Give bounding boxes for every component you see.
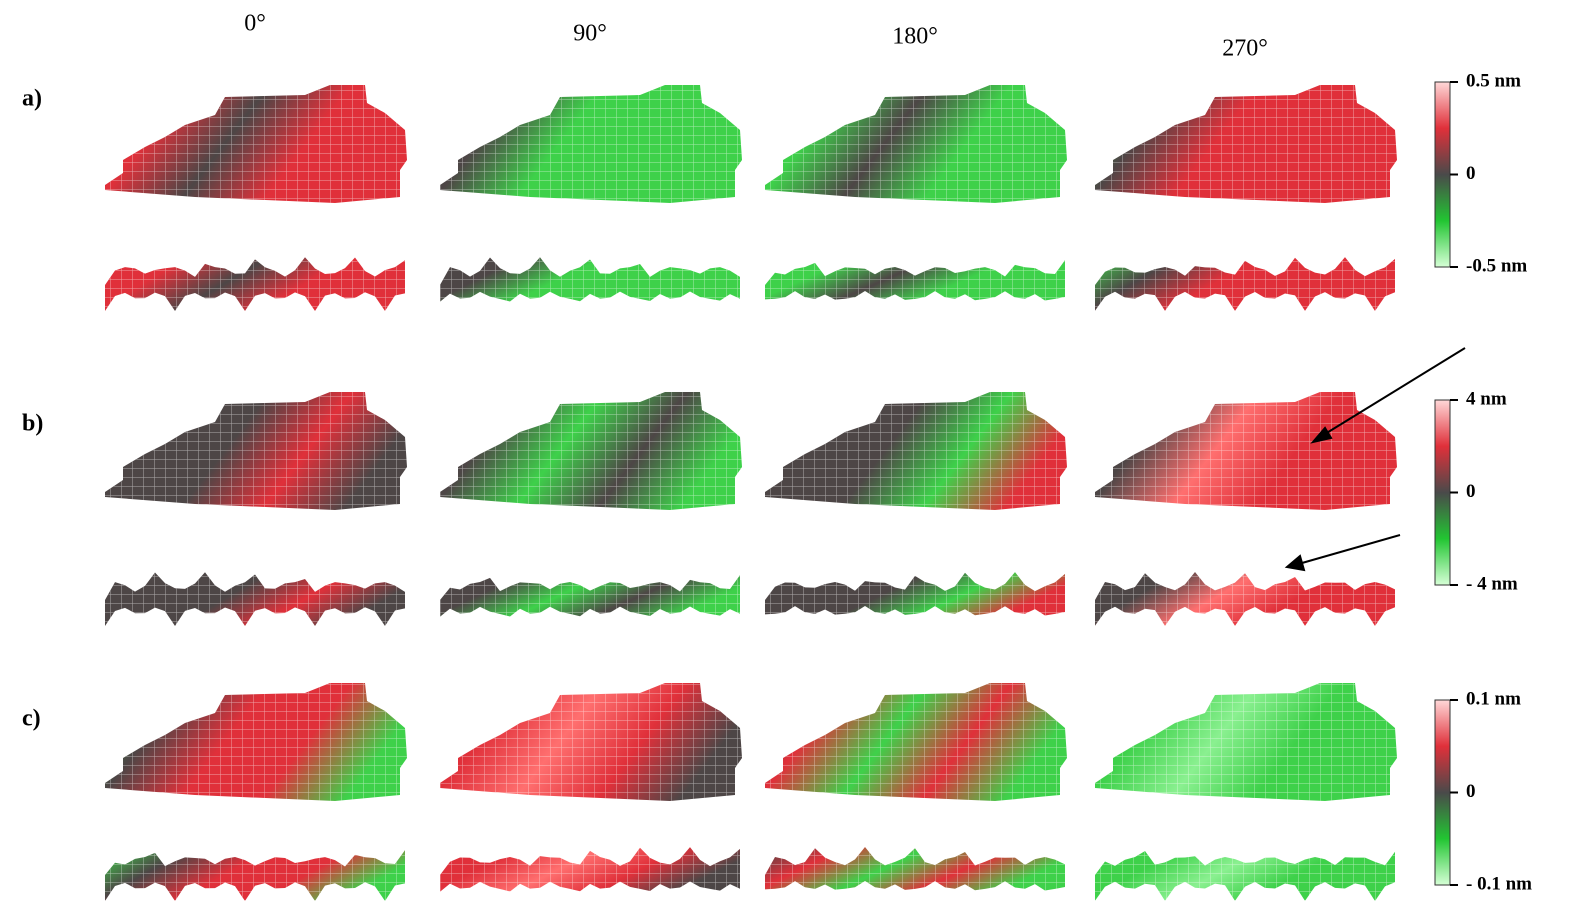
- colorbar-label: - 0.1 nm: [1466, 873, 1532, 894]
- surface-mesh: [1095, 683, 1397, 801]
- surface-mesh: [765, 392, 1067, 510]
- profile-mesh: [1095, 572, 1395, 626]
- profile-mesh: [440, 575, 740, 617]
- column-header: 0°: [244, 11, 266, 37]
- surface-mesh: [1095, 392, 1397, 510]
- arrow: [1324, 347, 1466, 435]
- colorbar-label: 0: [1466, 781, 1476, 802]
- surface-mesh: [440, 85, 742, 203]
- profile-mesh: [765, 847, 1065, 891]
- profile-mesh: [440, 257, 740, 302]
- column-header: 90°: [573, 21, 607, 47]
- surface-mesh: [105, 683, 407, 801]
- column-header: 270°: [1222, 36, 1268, 62]
- row-label: c): [22, 706, 41, 732]
- colorbar-label: -0.5 nm: [1466, 255, 1527, 276]
- surface-mesh: [1095, 85, 1397, 203]
- colorbar-label: 4 nm: [1466, 388, 1507, 409]
- row-label: a): [22, 86, 42, 112]
- profile-mesh: [765, 260, 1065, 301]
- surface-mesh: [765, 683, 1067, 801]
- surface-mesh: [440, 683, 742, 801]
- column-header: 180°: [892, 24, 938, 50]
- colorbar: [1434, 399, 1451, 586]
- surface-mesh: [105, 85, 407, 203]
- profile-mesh: [1095, 851, 1395, 901]
- arrow-head: [1284, 554, 1306, 572]
- colorbar: [1434, 699, 1451, 886]
- colorbar-label: 0: [1466, 163, 1476, 184]
- profile-mesh: [105, 257, 405, 311]
- surface-mesh: [440, 392, 742, 510]
- colorbar-label: - 4 nm: [1466, 573, 1518, 594]
- colorbar: [1434, 81, 1451, 268]
- profile-mesh: [105, 572, 405, 626]
- surface-panels: [105, 85, 1397, 901]
- profile-mesh: [440, 847, 740, 892]
- colorbar-label: 0.1 nm: [1466, 688, 1521, 709]
- surface-mesh: [105, 392, 407, 510]
- profile-mesh: [765, 572, 1065, 616]
- arrow-head: [1310, 426, 1333, 444]
- surface-mesh: [765, 85, 1067, 203]
- colorbar-label: 0: [1466, 481, 1476, 502]
- profile-mesh: [1095, 257, 1395, 311]
- row-label: b): [22, 411, 43, 437]
- colorbar-label: 0.5 nm: [1466, 70, 1521, 91]
- arrows: [1284, 347, 1466, 572]
- arrow: [1301, 534, 1401, 564]
- profile-mesh: [105, 850, 405, 901]
